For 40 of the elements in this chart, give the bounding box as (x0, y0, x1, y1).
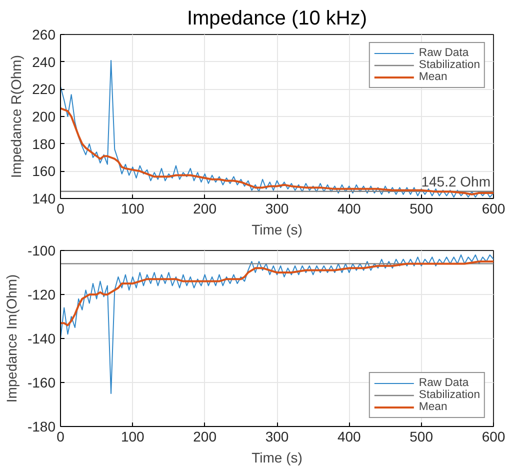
x-tick-label: 600 (482, 200, 505, 216)
x-tick-label: 300 (265, 200, 289, 216)
annotation: 145.2 Ohm (421, 173, 491, 190)
y-tick-label: -180 (27, 418, 56, 434)
x-tick-label: 100 (120, 200, 145, 216)
y-tick-label: 240 (32, 54, 56, 70)
legend-label: Stabilization (418, 59, 480, 71)
x-tick-label: 500 (410, 200, 434, 216)
y-tick-label: 200 (32, 108, 56, 124)
legend-label: Raw Data (418, 377, 469, 389)
chart-title: Impedance (10 kHz) (186, 8, 368, 30)
y-tick-label: 180 (32, 136, 56, 152)
legend-label: Mean (418, 71, 448, 83)
x-tick-label: 0 (56, 200, 65, 216)
x-tick-label: 500 (410, 428, 434, 444)
legend-label: Raw Data (418, 47, 469, 59)
x-tick-label: 200 (193, 200, 217, 216)
x-tick-label: 300 (265, 428, 289, 444)
x-axis-title: Time (s) (252, 222, 302, 238)
line-series (60, 260, 494, 326)
x-tick-label: 600 (482, 428, 505, 444)
y-tick-label: -140 (27, 330, 56, 346)
legend-label: Stabilization (418, 389, 480, 401)
y-tick-label: 160 (32, 163, 56, 180)
y-tick-label: 260 (32, 26, 56, 42)
x-tick-label: 100 (120, 428, 145, 444)
y-tick-label: -120 (27, 286, 56, 302)
y-tick-label: -160 (27, 374, 56, 390)
y-tick-label: 220 (32, 81, 56, 98)
x-axis-title: Time (s) (252, 450, 302, 466)
x-tick-label: 400 (337, 428, 362, 444)
legend-label: Mean (418, 401, 448, 413)
y-tick-label: 140 (32, 190, 56, 206)
x-tick-label: 0 (56, 428, 65, 444)
y-tick-label: -100 (27, 242, 56, 258)
y-axis-title: Impedance R(Ohm) (8, 55, 24, 178)
line-series (60, 107, 494, 196)
x-tick-label: 400 (337, 200, 362, 216)
x-tick-label: 200 (193, 428, 217, 444)
y-axis-title: Impedance Im(Ohm) (3, 274, 20, 403)
